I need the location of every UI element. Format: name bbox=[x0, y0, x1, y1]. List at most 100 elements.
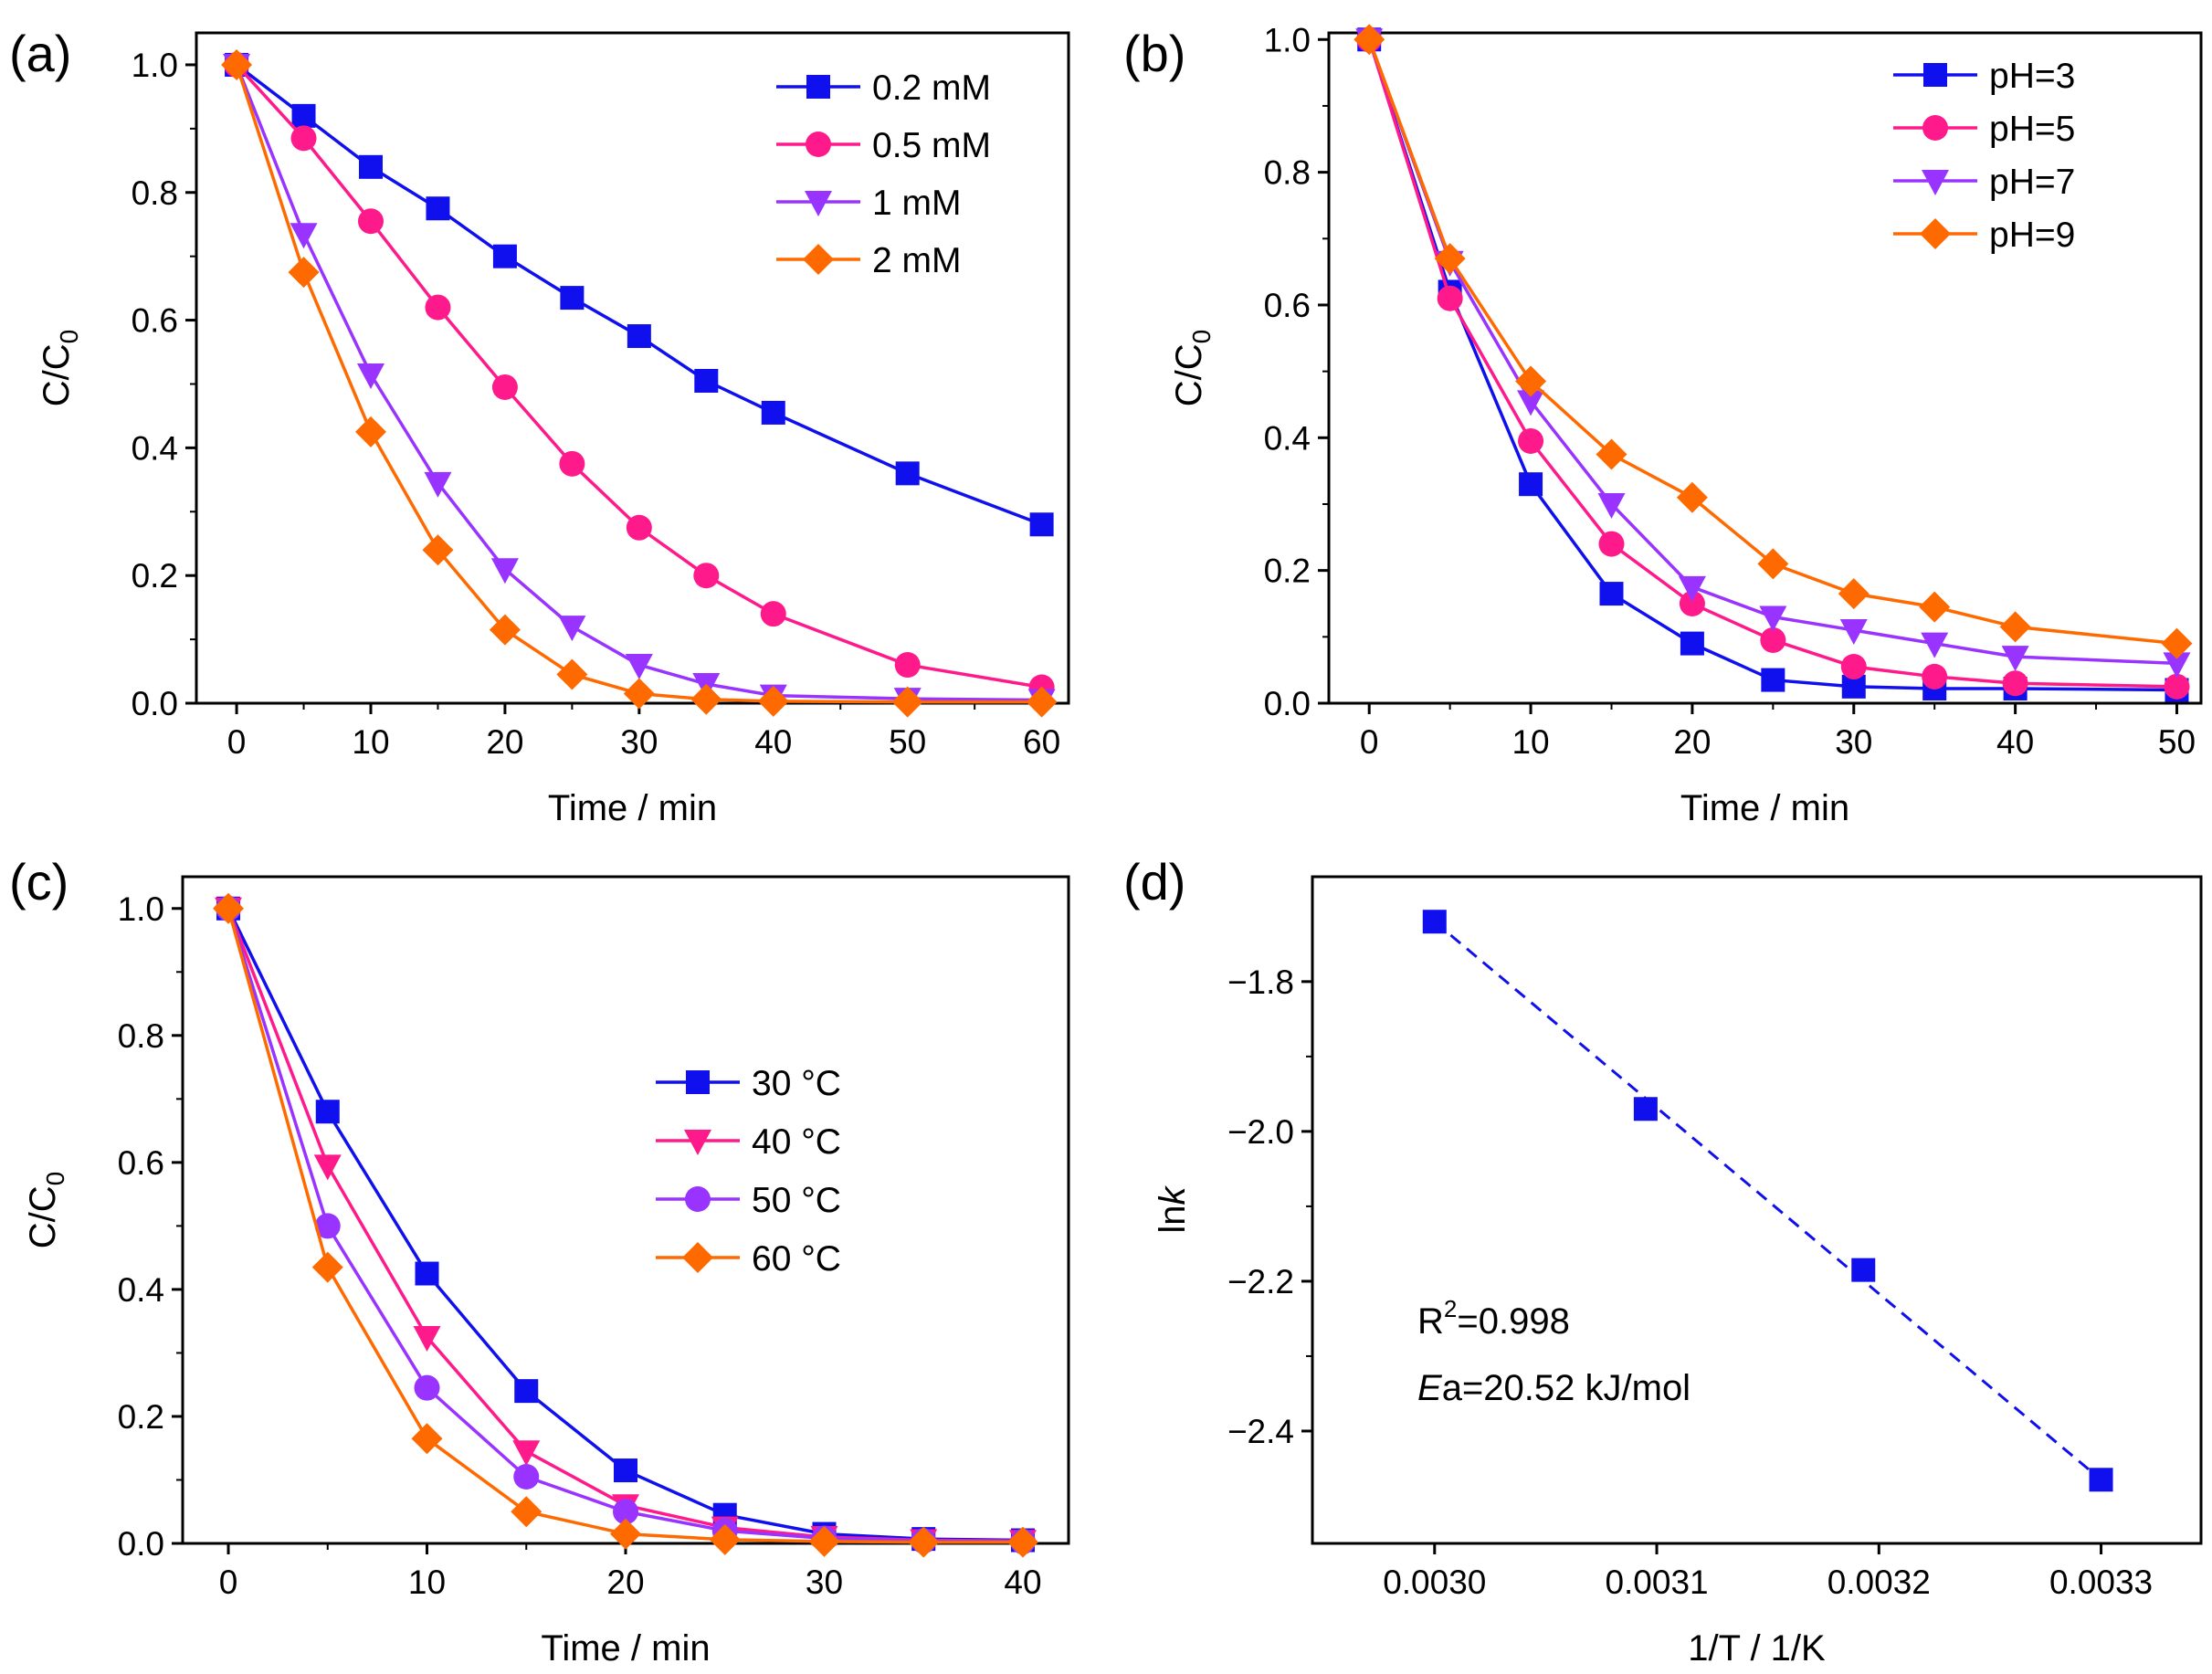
data-point bbox=[1006, 1526, 1038, 1558]
x-axis-title: Time / min bbox=[548, 788, 717, 828]
chart-panel-b: (b) 0 10 20 30 40 50 0.0 0.2 0.4 0.6 0.8 1.0 Time / m… bbox=[1123, 21, 2203, 828]
x-tick-label: 0.0031 bbox=[1605, 1563, 1708, 1601]
data-point bbox=[492, 244, 517, 268]
data-point bbox=[2163, 652, 2191, 679]
y-axis-title-main: C/C bbox=[23, 1185, 63, 1248]
series-line bbox=[226, 908, 1023, 1543]
ea-italic: E bbox=[1417, 1368, 1443, 1408]
data-point bbox=[891, 686, 923, 718]
legend-label: pH=3 bbox=[1989, 57, 2075, 96]
data-point bbox=[560, 286, 585, 311]
x-tick-label: 0.0033 bbox=[2049, 1563, 2153, 1601]
data-point bbox=[422, 534, 454, 566]
axis-frame bbox=[181, 875, 1070, 1545]
legend-marker bbox=[682, 1242, 713, 1273]
data-point bbox=[1759, 605, 1787, 632]
data-point bbox=[221, 48, 253, 80]
x-tick-label: 20 bbox=[606, 1563, 644, 1601]
data-point bbox=[690, 683, 722, 715]
data-point bbox=[213, 892, 245, 924]
data-point bbox=[908, 1526, 940, 1558]
x-tick-label: 0 bbox=[1360, 723, 1379, 761]
x-tick-label: 0.0030 bbox=[1383, 1563, 1486, 1601]
data-point bbox=[355, 416, 386, 447]
legend-marker bbox=[803, 244, 834, 275]
data-point bbox=[357, 363, 384, 389]
series-line bbox=[1367, 38, 2177, 666]
y-tick-label: 1.0 bbox=[118, 890, 164, 928]
data-point bbox=[556, 658, 588, 690]
y-tick-label: 0.2 bbox=[118, 1398, 164, 1436]
x-axis-title: 1/T / 1/K bbox=[1688, 1628, 1826, 1669]
x-tick-label: 40 bbox=[1004, 1563, 1041, 1601]
x-tick-label: 20 bbox=[1673, 723, 1711, 761]
data-point bbox=[1633, 1097, 1658, 1121]
y-tick-label: 0.8 bbox=[132, 174, 178, 212]
data-point bbox=[2089, 1468, 2113, 1492]
data-point bbox=[491, 374, 518, 400]
data-point bbox=[1599, 582, 1624, 606]
data-point bbox=[1999, 611, 2031, 643]
legend-marker bbox=[685, 1186, 711, 1212]
y-tick-label: 0.2 bbox=[132, 557, 178, 595]
data-point bbox=[627, 324, 651, 349]
data-point bbox=[1921, 632, 1949, 658]
data-point bbox=[1026, 686, 1058, 718]
x-tick-label: 0.0032 bbox=[1828, 1563, 1931, 1601]
legend-marker bbox=[686, 1070, 710, 1094]
data-point bbox=[2161, 627, 2193, 659]
series-line bbox=[1367, 38, 2177, 689]
data-point bbox=[1354, 24, 1385, 56]
data-point bbox=[1760, 626, 1786, 653]
x-tick-label: 10 bbox=[1512, 723, 1549, 761]
series-0 bbox=[1422, 910, 2113, 1492]
panel-letter: (d) bbox=[1123, 853, 1185, 911]
data-point bbox=[1422, 910, 1447, 934]
activation-energy-annotation: Ea=20.52 kJ/mol bbox=[1417, 1368, 1691, 1408]
x-axis-title: Time / min bbox=[1680, 788, 1849, 828]
legend-marker bbox=[805, 191, 832, 216]
series-line bbox=[1367, 38, 2177, 692]
axis-frame bbox=[1311, 875, 2203, 1545]
x-tick-label: 40 bbox=[1996, 723, 2034, 761]
data-point bbox=[290, 223, 318, 249]
y-tick-label: 0.6 bbox=[1264, 287, 1311, 324]
data-point bbox=[1678, 575, 1706, 602]
series-line bbox=[226, 908, 1023, 1542]
legend-label: 0.2 mM bbox=[872, 68, 991, 108]
series-3 bbox=[1354, 24, 2193, 659]
legend-label: pH=9 bbox=[1989, 216, 2075, 255]
legend-label: 0.5 mM bbox=[872, 126, 991, 165]
data-point bbox=[311, 1251, 343, 1283]
x-tick-label: 40 bbox=[754, 723, 792, 761]
y-tick-label: 0.6 bbox=[132, 302, 178, 340]
data-point bbox=[290, 125, 317, 152]
legend-label: 1 mM bbox=[872, 184, 962, 223]
x-tick-label: 50 bbox=[2158, 723, 2196, 761]
series-2 bbox=[216, 895, 1036, 1554]
y-tick-label: −2.4 bbox=[1227, 1413, 1294, 1450]
data-point bbox=[415, 1261, 439, 1286]
data-point bbox=[558, 616, 586, 642]
data-point bbox=[2164, 673, 2190, 700]
y-tick-label: 1.0 bbox=[1264, 21, 1311, 58]
data-point bbox=[1598, 531, 1625, 557]
y-tick-label: 0.4 bbox=[132, 429, 178, 467]
series-3 bbox=[213, 892, 1038, 1558]
y-tick-label: −1.8 bbox=[1227, 963, 1294, 1001]
data-point bbox=[489, 614, 521, 646]
data-point bbox=[1840, 654, 1867, 680]
data-point bbox=[808, 1525, 840, 1557]
data-point bbox=[359, 154, 383, 179]
legend-label: 30 °C bbox=[752, 1064, 841, 1103]
data-point bbox=[358, 208, 384, 235]
data-point bbox=[411, 1423, 443, 1455]
r-squared-annotation: R2=0.998 bbox=[1417, 1295, 1570, 1342]
y-tick-label: −2.0 bbox=[1227, 1113, 1294, 1151]
y-tick-label: 0.4 bbox=[118, 1271, 164, 1309]
x-axis-title: Time / min bbox=[541, 1628, 710, 1669]
data-point bbox=[757, 685, 789, 717]
x-tick-label: 0 bbox=[227, 723, 247, 761]
data-point bbox=[291, 103, 316, 128]
r-squared-sup: 2 bbox=[1444, 1295, 1457, 1322]
